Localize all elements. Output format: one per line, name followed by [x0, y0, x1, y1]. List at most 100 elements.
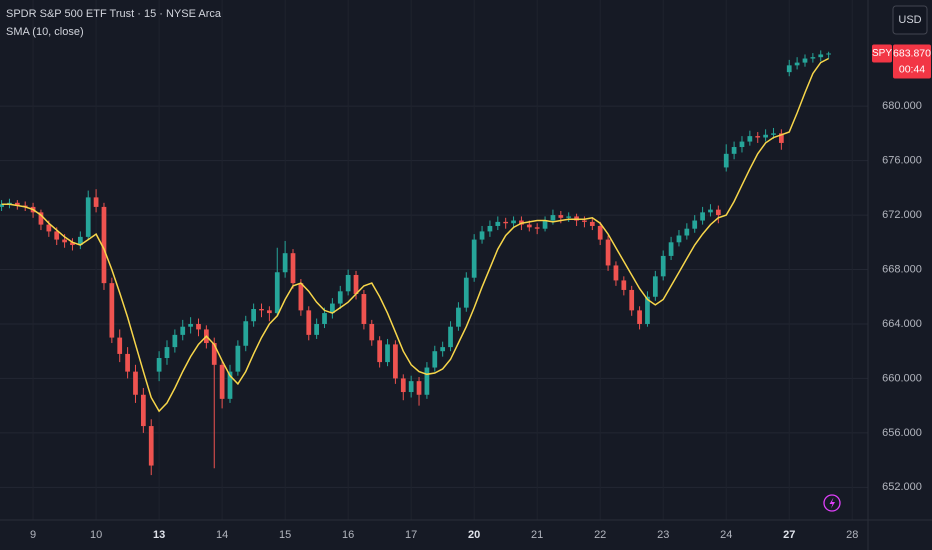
candle-body	[322, 313, 327, 324]
lightning-bolt[interactable]	[829, 497, 836, 509]
candle-body	[534, 227, 540, 229]
candle-body	[676, 235, 682, 243]
sma-line	[1, 57, 829, 413]
candle-body	[251, 309, 256, 322]
candle-body	[637, 310, 642, 324]
candle-body	[597, 225, 603, 240]
candle-body	[408, 381, 414, 393]
candle-body	[621, 280, 627, 290]
x-tick-label: 16	[342, 529, 354, 541]
candle-body	[786, 65, 792, 73]
candle-body	[432, 351, 438, 368]
candle-body	[582, 220, 587, 222]
candle-body	[778, 133, 784, 143]
candle-body	[771, 133, 776, 135]
candle-body	[526, 224, 532, 228]
candle-body	[495, 221, 501, 226]
candle-body	[471, 239, 477, 278]
candle-body	[440, 347, 446, 352]
candle-body	[353, 274, 359, 295]
candle-body	[385, 344, 390, 363]
candle-body	[38, 212, 44, 225]
x-tick-label: 15	[279, 529, 291, 541]
candle-body	[802, 58, 808, 63]
candle-body	[70, 242, 75, 246]
candle-body	[826, 53, 831, 55]
candle-body	[54, 231, 60, 240]
candles	[0, 50, 831, 476]
candle-body	[400, 378, 406, 393]
x-tick-label: 17	[405, 529, 417, 541]
candle-body	[101, 206, 107, 284]
y-tick-label: 660.000	[882, 372, 922, 384]
candle-body	[739, 141, 745, 148]
candle-body	[14, 202, 20, 206]
candle-body	[479, 231, 485, 240]
symbol-tag	[872, 44, 892, 63]
candle-body	[763, 134, 768, 138]
candle-body	[345, 274, 351, 292]
overlay	[1, 57, 829, 413]
x-tick-label: 21	[531, 529, 543, 541]
x-tick-label: 13	[153, 529, 165, 541]
currency-label[interactable]: USD	[898, 14, 921, 26]
axes: 652.000 656.000 660.000 664.000 668.000 672.0…	[30, 44, 931, 541]
x-tick-label: 24	[720, 529, 732, 541]
candle-body	[542, 220, 548, 229]
candle-body	[369, 323, 375, 341]
y-tick-label: 680.000	[882, 100, 922, 112]
candle-body	[219, 364, 225, 399]
candle-body	[46, 224, 52, 232]
grid	[0, 105, 868, 488]
candle-body	[629, 289, 635, 311]
candle-body	[511, 220, 516, 224]
candle-body	[330, 303, 335, 314]
candle-body	[290, 253, 296, 284]
candle-body	[424, 367, 430, 395]
x-tick-label: 27	[783, 529, 795, 541]
chart-title: SPDR S&P 500 ETF Trust · 15 · NYSE Arca	[6, 8, 222, 20]
candle-body	[85, 197, 91, 237]
candle-body	[361, 294, 367, 324]
lightning-circle[interactable]	[823, 494, 841, 512]
candle-body	[794, 62, 800, 66]
candle-body	[660, 255, 666, 277]
x-tick-label: 28	[846, 529, 858, 541]
candle-body	[613, 265, 619, 281]
candle-body	[715, 209, 721, 216]
candle-body	[140, 394, 146, 427]
candle-body	[684, 228, 690, 236]
candle-body	[227, 371, 233, 399]
candle-body	[708, 209, 713, 213]
candle-body	[723, 153, 729, 168]
candle-body	[558, 215, 564, 218]
candle-body	[818, 54, 824, 58]
x-tick-label: 22	[594, 529, 606, 541]
candle-body	[314, 323, 320, 335]
price-tag	[893, 44, 931, 79]
y-tick-label: 672.000	[882, 209, 922, 221]
candle-body	[337, 291, 343, 304]
indicator-legend: SMA (10, close)	[6, 26, 84, 38]
candle-body	[77, 236, 83, 246]
candle-body	[755, 136, 761, 138]
candle-body	[456, 307, 461, 327]
candle-body	[731, 147, 737, 154]
y-tick-label: 656.000	[882, 427, 922, 439]
lightning-icon[interactable]	[823, 494, 841, 512]
candle-body	[416, 381, 422, 395]
candle-body	[645, 296, 650, 324]
candle-body	[180, 326, 186, 335]
candle-body	[196, 323, 201, 330]
y-tick-label: 676.000	[882, 155, 922, 167]
candle-body	[62, 239, 67, 243]
candle-body	[503, 221, 509, 224]
price-label: 683.870	[893, 47, 931, 59]
candle-body	[188, 323, 193, 327]
candle-body	[487, 225, 493, 232]
candle-body	[164, 347, 170, 359]
candle-body	[282, 253, 288, 273]
candle-body	[692, 220, 698, 229]
currency-button[interactable]	[892, 5, 928, 35]
